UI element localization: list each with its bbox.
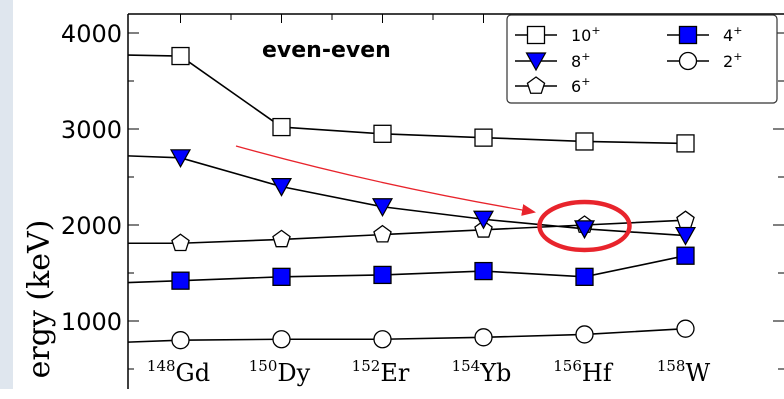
y-tick-label: 3000 (61, 116, 122, 144)
highlight-circle (537, 199, 632, 253)
data-point-8plus (371, 198, 394, 217)
legend-entry-2plus: 2+ (723, 50, 742, 71)
axis-labels: 4000 3000 2000 1000 148Gd 150Dy 152Er 154Yb 156H… (61, 20, 711, 387)
left-edge-strip (0, 0, 13, 389)
data-point-4plus (474, 261, 493, 281)
series-line-2plus (127, 327, 686, 343)
data-point-8plus (472, 210, 495, 230)
legend-parity: + (591, 24, 600, 37)
y-tick-label: 2000 (61, 212, 122, 240)
x-category-label: 150Dy (249, 357, 311, 387)
data-point-4plus (575, 267, 594, 286)
data-point-2plus (575, 325, 594, 344)
legend-marker-4plus (678, 25, 698, 45)
x-category-label: 156Hf (553, 357, 614, 387)
data-point-4plus (676, 246, 695, 265)
data-point-10plus (171, 46, 190, 66)
highlight-arrow (235, 145, 536, 216)
chart-canvas: 4000 3000 2000 1000 148Gd 150Dy 152Er 154Yb 156H… (61, 13, 784, 389)
legend-spin: 4 (723, 26, 733, 45)
legend-parity: + (581, 75, 590, 88)
legend-marker-10plus (526, 25, 546, 45)
data-point-8plus (169, 149, 192, 169)
legend-marker-6plus (526, 76, 546, 94)
legend-marker-8plus (525, 52, 547, 72)
isotope-mass-number: 156 (553, 357, 582, 375)
legend-spin: 6 (571, 77, 581, 96)
data-point-2plus (272, 330, 291, 349)
data-point-10plus (272, 117, 291, 137)
data-point-2plus (474, 328, 493, 347)
series-markers (169, 46, 697, 350)
data-point-2plus (676, 319, 695, 338)
legend-spin: 8 (571, 52, 581, 71)
x-category-label: 158W (657, 357, 711, 387)
isotope-element: Gd (176, 359, 211, 387)
legend-entry-10plus: 10+ (571, 24, 601, 45)
x-category-label: 154Yb (452, 357, 512, 387)
data-point-10plus (373, 124, 392, 143)
data-point-6plus (171, 233, 190, 252)
isotope-element: Dy (277, 359, 310, 387)
data-point-2plus (171, 331, 190, 350)
data-point-4plus (373, 265, 392, 285)
data-point-4plus (272, 267, 291, 286)
legend-parity: + (581, 50, 590, 63)
data-point-6plus (676, 210, 695, 229)
isotope-element: Yb (479, 359, 511, 387)
isotope-element: Hf (582, 359, 614, 387)
legend-spin: 10 (571, 26, 591, 45)
x-category-label: 152Er (352, 357, 410, 387)
legend-marker-2plus (678, 51, 698, 71)
data-point-2plus (373, 330, 392, 349)
annotation-even-even: even-even (262, 38, 391, 63)
legend-box (506, 14, 778, 104)
isotope-element: W (685, 359, 710, 387)
series-line-4plus (127, 254, 686, 284)
x-category-label: 148Gd (147, 357, 210, 387)
isotope-mass-number: 154 (452, 357, 481, 375)
legend-parity: + (733, 24, 742, 37)
legend-spin: 2 (723, 52, 733, 71)
y-tick-label: 4000 (61, 20, 122, 48)
data-point-10plus (474, 128, 493, 147)
legend-entry-4plus: 4+ (723, 24, 742, 45)
data-point-10plus (676, 134, 695, 153)
data-point-6plus (272, 229, 291, 248)
y-tick-label: 1000 (61, 308, 122, 336)
data-point-8plus (270, 178, 293, 197)
isotope-mass-number: 148 (147, 357, 176, 375)
legend: 10+ 4+8+ 2+6+ (506, 14, 778, 104)
annotation-overlay: even-even (235, 38, 632, 253)
isotope-mass-number: 152 (352, 357, 381, 375)
data-point-4plus (171, 271, 190, 290)
data-point-6plus (373, 224, 392, 243)
isotope-mass-number: 158 (657, 357, 686, 375)
series-line-6plus (128, 219, 686, 245)
y-axis-label: ergy (keV) (22, 219, 57, 379)
isotope-mass-number: 150 (249, 357, 278, 375)
axes (127, 13, 784, 389)
data-point-8plus (573, 220, 596, 240)
legend-entry-6plus: 6+ (571, 75, 590, 96)
legend-entry-8plus: 8+ (571, 50, 590, 71)
data-point-10plus (575, 132, 594, 151)
data-point-8plus (674, 226, 697, 246)
legend-parity: + (733, 50, 742, 63)
isotope-element: Er (380, 359, 410, 387)
